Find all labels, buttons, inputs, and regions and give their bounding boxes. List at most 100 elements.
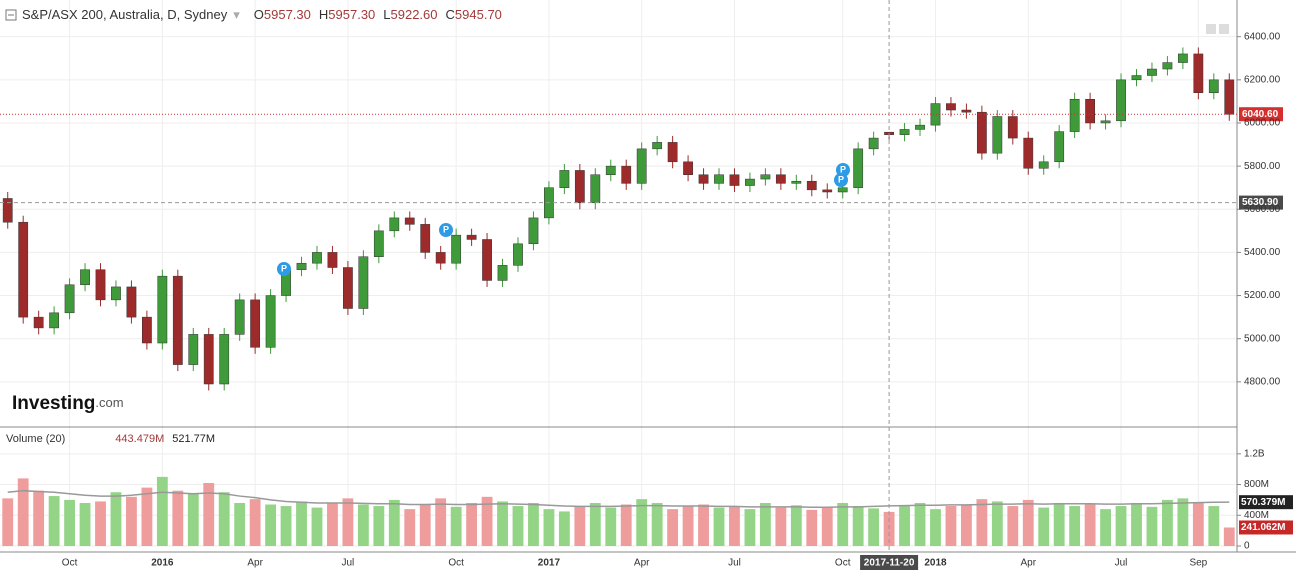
candle-body — [2, 198, 13, 223]
volume-bar — [930, 509, 941, 546]
volume-bar — [1053, 502, 1065, 546]
ohlc-value: 5922.60 — [391, 7, 438, 22]
volume-bar — [775, 507, 787, 546]
volume-bar — [667, 509, 679, 546]
y-tick-label: 6000.00 — [1244, 118, 1281, 129]
volume-bar — [280, 506, 292, 546]
y-tick-label: 6200.00 — [1244, 74, 1281, 85]
event-marker[interactable]: P — [834, 173, 848, 187]
candle-body — [791, 180, 802, 184]
volume-bar — [450, 506, 462, 546]
candle-body — [636, 148, 647, 184]
ohlc-key: H — [319, 7, 328, 22]
candle-body — [1069, 98, 1080, 132]
volume-bar — [1223, 527, 1235, 546]
volume-bar — [218, 492, 230, 546]
volume-panel — [2, 476, 1235, 546]
candle-body — [868, 137, 879, 150]
event-marker[interactable]: P — [439, 223, 453, 237]
ohlc-value: 5945.70 — [455, 7, 502, 22]
volume-last-label: 241.062M — [1241, 522, 1285, 533]
volume-bar — [868, 508, 880, 546]
candle-body — [343, 267, 353, 309]
candle-body — [142, 316, 152, 344]
candle-body — [899, 129, 910, 135]
price-line-label: 6040.60 — [1242, 109, 1279, 120]
volume-ma-line — [7, 489, 1230, 508]
event-marker-label: P — [840, 164, 846, 174]
candle-body — [1224, 79, 1235, 115]
y-tick-label: 1.2B — [1244, 448, 1265, 459]
y-tick-label: 400M — [1244, 510, 1269, 521]
volume-bar — [759, 502, 771, 546]
y-tick-label: 800M — [1244, 479, 1269, 490]
event-marker[interactable]: P — [277, 262, 291, 276]
y-tick-label: 0 — [1244, 541, 1250, 552]
volume-bar — [1115, 506, 1127, 546]
candle-body — [234, 299, 245, 335]
candle-body — [95, 269, 106, 301]
ohlc-key: O — [254, 7, 264, 22]
y-tick-label: 6400.00 — [1244, 31, 1281, 42]
volume-bar — [481, 496, 493, 546]
candle-body — [605, 165, 616, 175]
volume-bar — [203, 483, 215, 546]
y-tick-label: 5800.00 — [1244, 161, 1281, 172]
volume-bar — [187, 493, 199, 546]
x-tick-label: 2017 — [538, 558, 561, 569]
candle-body — [1208, 79, 1219, 94]
volume-bar — [899, 506, 910, 546]
volume-bar — [110, 492, 122, 546]
overlay: 6040.60 5630.90 570.379M 241.062M — [0, 0, 1293, 552]
volume-bar — [249, 499, 261, 546]
volume-bar — [1131, 502, 1142, 546]
candle-body — [621, 165, 632, 184]
volume-bar — [466, 502, 478, 546]
volume-bar — [1007, 506, 1019, 546]
candle-body — [1038, 161, 1049, 169]
volume-legend: Volume (20) 443.479M 521.77M — [6, 433, 215, 445]
candle-body — [358, 256, 369, 309]
volume-bar — [95, 501, 106, 546]
volume-bar — [960, 504, 972, 546]
volume-bar — [435, 498, 447, 546]
candle-body — [1116, 79, 1126, 122]
volume-bar — [558, 511, 570, 546]
volume-bar — [976, 499, 988, 546]
y-tick-label: 5000.00 — [1244, 333, 1281, 344]
volume-bar — [806, 509, 818, 546]
scale-button[interactable] — [1219, 24, 1229, 34]
volume-bar — [357, 504, 369, 546]
volume-bar — [790, 505, 802, 546]
volume-bar — [33, 490, 45, 546]
candle-body — [327, 252, 338, 268]
x-tick-label: Jul — [728, 558, 741, 569]
volume-bar — [698, 504, 709, 546]
menu-arrow[interactable]: ▾ — [233, 7, 240, 22]
volume-bar — [945, 506, 957, 546]
collapse-toggle[interactable] — [5, 9, 17, 21]
volume-bar — [1100, 509, 1111, 546]
candle-body — [64, 284, 75, 314]
volume-bar — [327, 502, 338, 546]
candle-body — [760, 174, 771, 180]
volume-bar — [419, 504, 431, 546]
candle-body — [435, 252, 446, 264]
scale-button[interactable] — [1206, 24, 1216, 34]
ohlc-value: 5957.30 — [328, 7, 375, 22]
candle-body — [265, 295, 276, 348]
x-tick-label: 2016 — [151, 558, 174, 569]
candle-body — [420, 224, 431, 253]
volume-bar — [620, 504, 632, 546]
event-marker-label: P — [838, 174, 844, 184]
candle-body — [219, 334, 230, 385]
candle-body — [837, 187, 848, 193]
ohlc-key: C — [446, 7, 455, 22]
ohlc-value: 5957.30 — [264, 7, 311, 22]
crosshair-y-label: 5630.90 — [1242, 197, 1279, 208]
crosshair-y-box — [1239, 195, 1283, 210]
y-tick-label: 4800.00 — [1244, 376, 1281, 387]
candle-body — [930, 103, 941, 126]
volume-bar — [1084, 504, 1096, 546]
